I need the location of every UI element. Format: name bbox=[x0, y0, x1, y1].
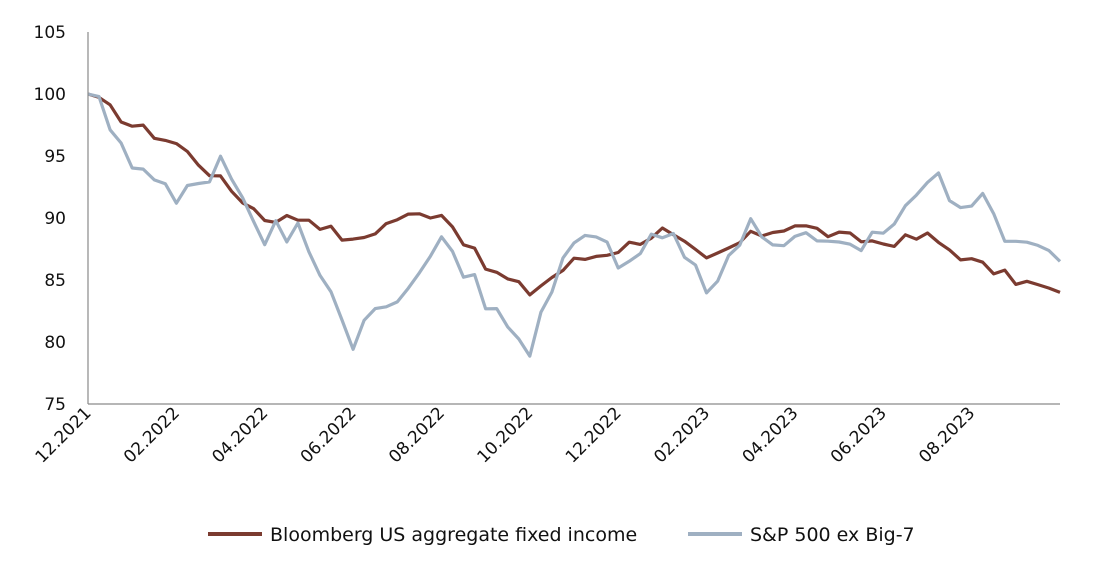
x-tick-label: 08.2023 bbox=[915, 403, 979, 467]
x-tick-label: 12.2022 bbox=[562, 403, 626, 467]
x-tick-labels: 12.2021 02.2022 04.2022 06.2022 08.2022 10.20… bbox=[32, 403, 979, 467]
legend-label-fixed-income: Bloomberg US aggregate fixed income bbox=[270, 524, 637, 546]
y-tick-label: 90 bbox=[44, 209, 66, 229]
y-tick-label: 100 bbox=[34, 85, 66, 105]
series-line-sp500-ex-big7 bbox=[87, 92, 1062, 358]
legend: Bloomberg US aggregate fixed income S&P … bbox=[208, 524, 915, 546]
y-tick-label: 80 bbox=[44, 333, 66, 353]
x-tick-label: 06.2023 bbox=[827, 403, 891, 467]
x-tick-label: 02.2023 bbox=[650, 403, 714, 467]
legend-label-sp500-ex-big7: S&P 500 ex Big-7 bbox=[750, 524, 915, 546]
y-tick-label: 85 bbox=[44, 271, 66, 291]
x-tick-label: 04.2022 bbox=[208, 403, 272, 467]
series-line-fixed-income bbox=[87, 92, 1061, 297]
x-tick-label: 04.2023 bbox=[739, 403, 803, 467]
x-tick-label: 02.2022 bbox=[120, 403, 184, 467]
x-tick-label: 10.2022 bbox=[473, 403, 537, 467]
y-tick-labels: 75 80 85 90 95 100 105 bbox=[34, 23, 66, 415]
legend-item-fixed-income: Bloomberg US aggregate fixed income bbox=[208, 524, 637, 546]
y-tick-label: 75 bbox=[44, 395, 66, 415]
y-tick-label: 105 bbox=[34, 23, 66, 43]
x-tick-label: 08.2022 bbox=[385, 403, 449, 467]
x-tick-label: 06.2022 bbox=[297, 403, 361, 467]
y-tick-label: 95 bbox=[44, 147, 66, 167]
legend-item-sp500-ex-big7: S&P 500 ex Big-7 bbox=[688, 524, 915, 546]
series-lines bbox=[87, 92, 1062, 358]
